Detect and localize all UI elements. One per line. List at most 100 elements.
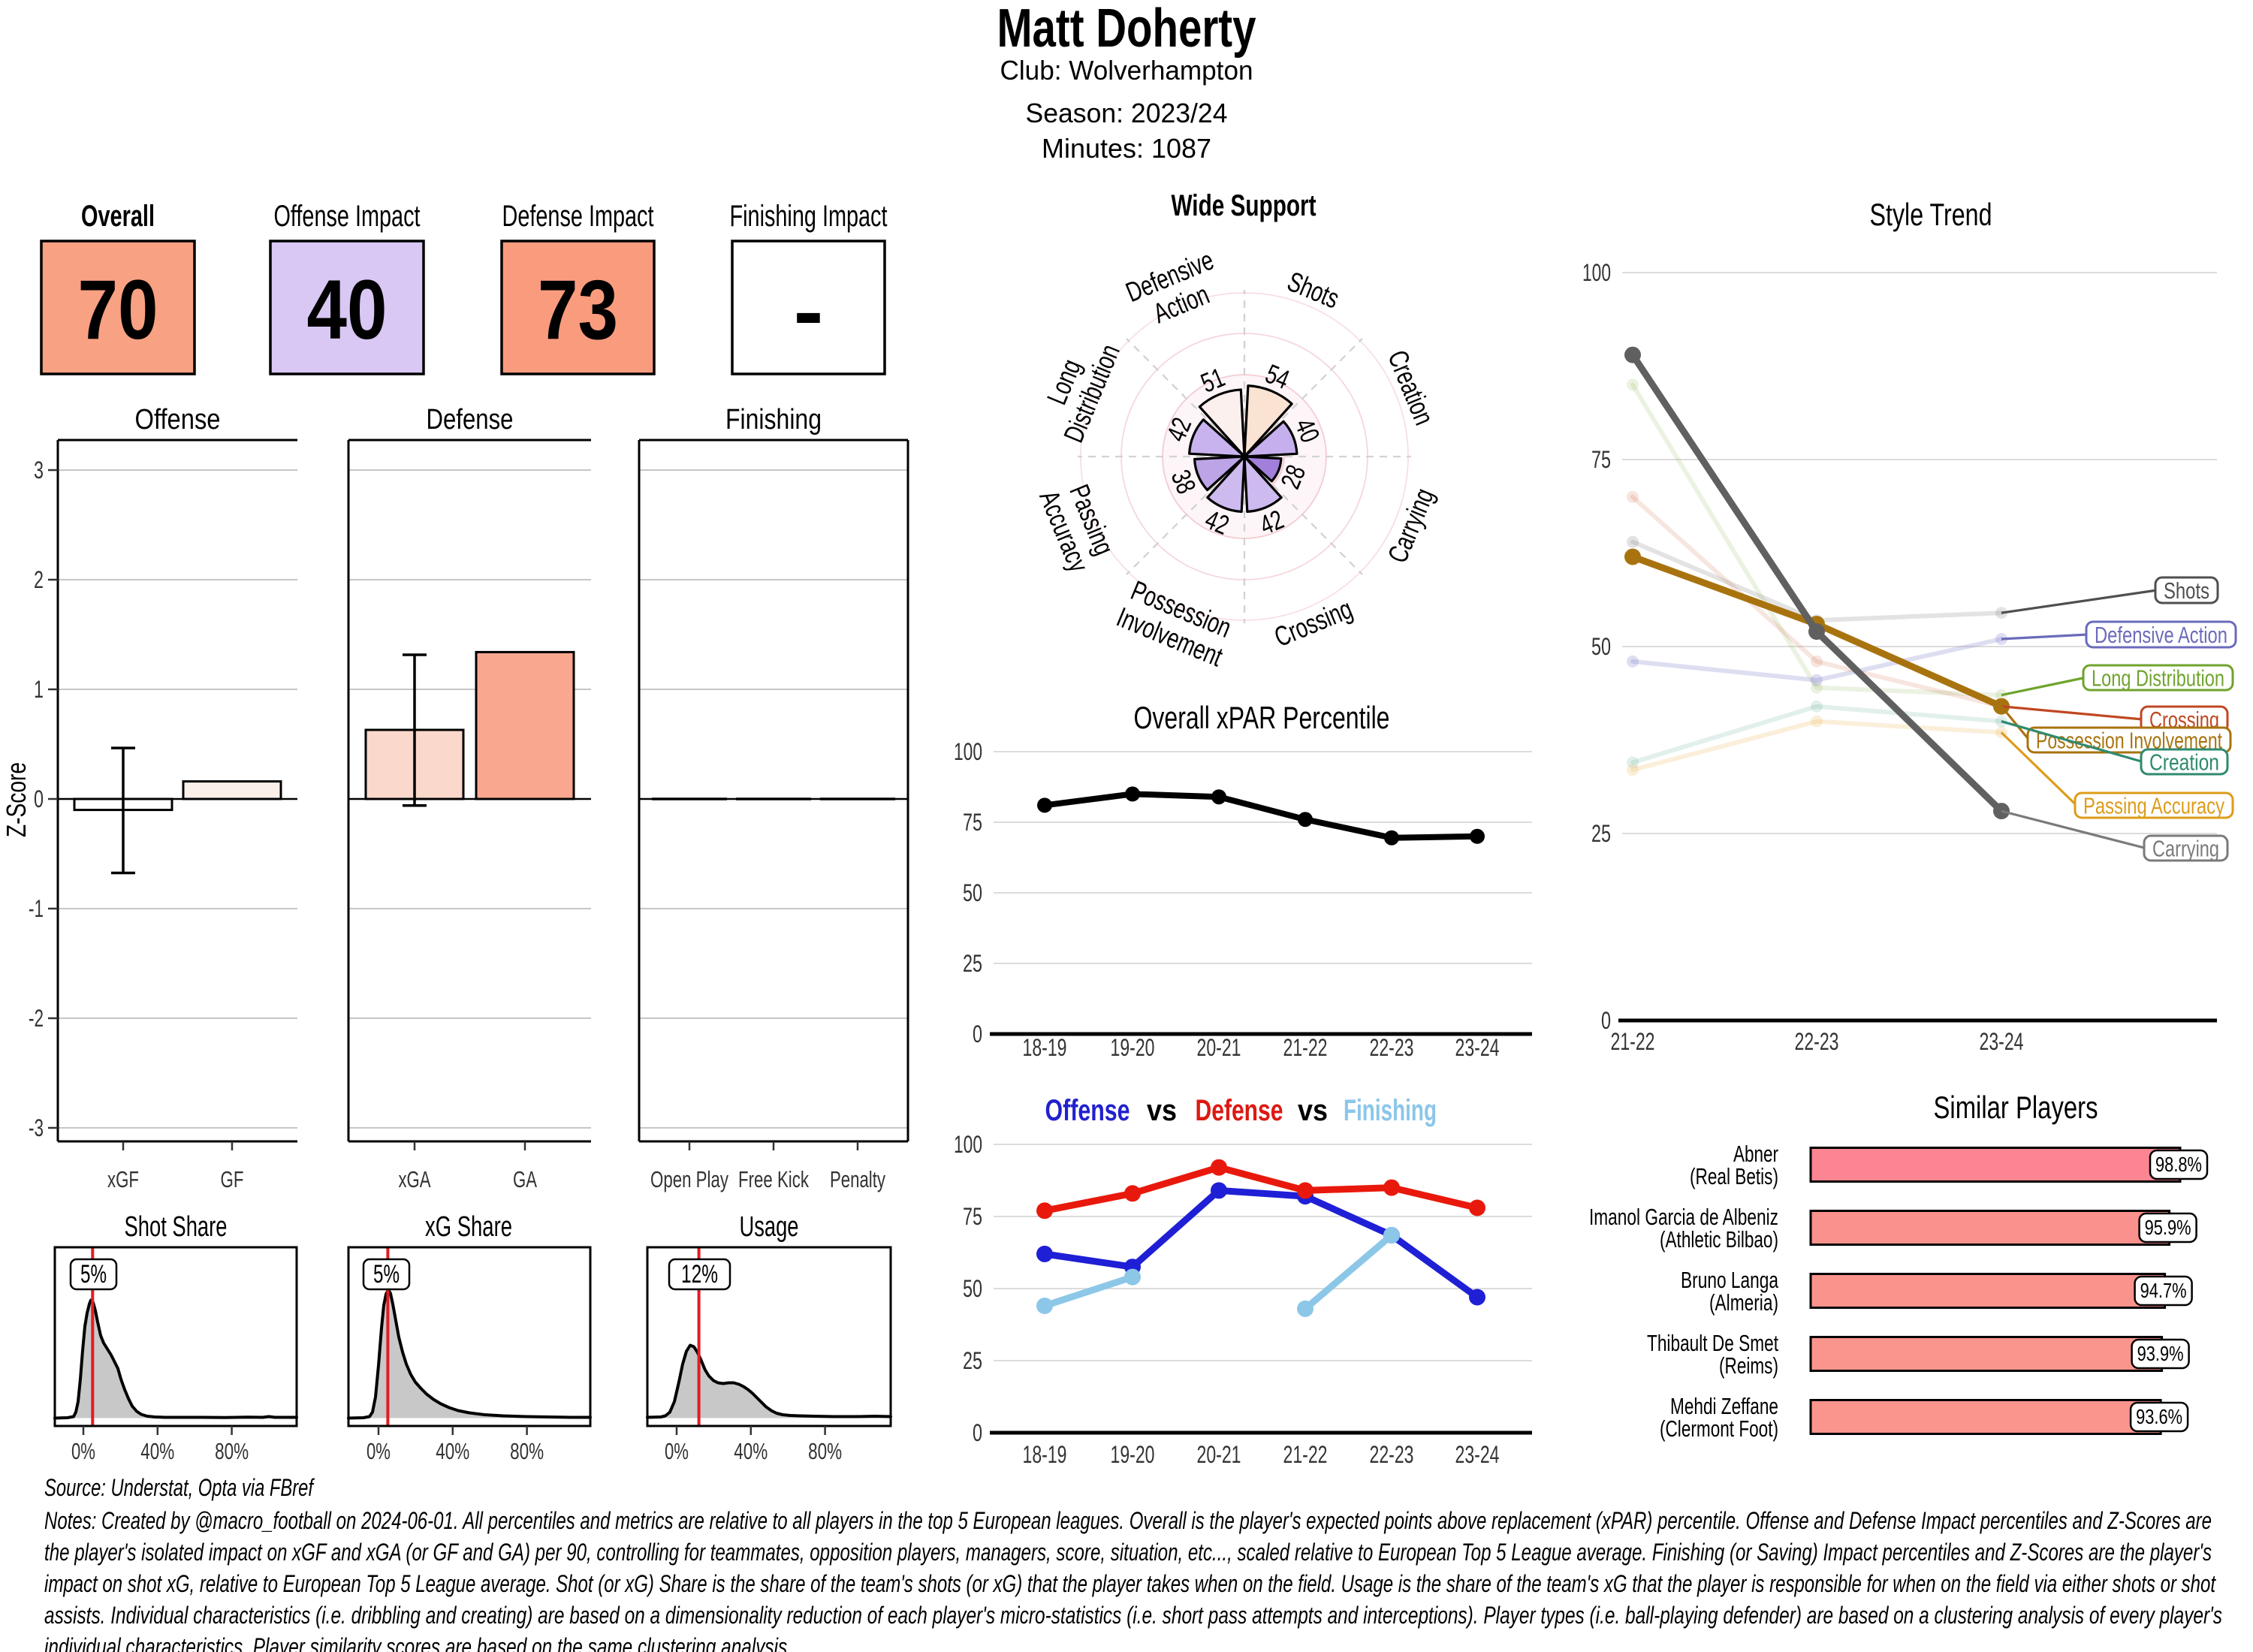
svg-text:80%: 80%	[215, 1438, 249, 1464]
svg-text:0: 0	[34, 785, 44, 812]
svg-text:75: 75	[963, 809, 982, 836]
svg-text:18-19: 18-19	[1023, 1034, 1067, 1061]
svg-text:21-22: 21-22	[1283, 1034, 1328, 1061]
svg-text:0: 0	[973, 1419, 982, 1446]
svg-text:40%: 40%	[734, 1438, 768, 1464]
svg-text:Minutes: 1087: Minutes: 1087	[1042, 133, 1211, 164]
svg-text:50: 50	[963, 879, 982, 906]
svg-text:Club: Wolverhampton: Club: Wolverhampton	[1000, 55, 1253, 86]
svg-text:Similar Players: Similar Players	[1934, 1090, 2098, 1125]
svg-text:75: 75	[1591, 446, 1611, 473]
svg-text:0%: 0%	[665, 1438, 689, 1464]
svg-text:21-22: 21-22	[1283, 1441, 1328, 1468]
svg-text:vs: vs	[1298, 1094, 1328, 1127]
svg-text:Season: 2023/24: Season: 2023/24	[1026, 98, 1228, 128]
svg-text:25: 25	[1591, 820, 1611, 847]
svg-text:22-23: 22-23	[1795, 1028, 1839, 1055]
svg-text:Free Kick: Free Kick	[738, 1166, 809, 1192]
svg-text:vs: vs	[1147, 1094, 1177, 1127]
svg-text:Defense Impact: Defense Impact	[502, 200, 654, 233]
svg-text:-: -	[794, 265, 824, 357]
svg-text:assists. Individual characteri: assists. Individual characteristics (i.e…	[44, 1602, 2222, 1629]
svg-text:Source: Understat, Opta via FB: Source: Understat, Opta via FBref	[44, 1474, 315, 1501]
svg-text:Creation: Creation	[2149, 749, 2219, 776]
svg-text:Open Play: Open Play	[650, 1166, 728, 1192]
svg-text:0: 0	[973, 1020, 982, 1048]
svg-text:40%: 40%	[436, 1438, 469, 1464]
svg-text:Long Distribution: Long Distribution	[2092, 665, 2224, 692]
svg-text:individual characteristics. Pl: individual characteristics. Player simil…	[44, 1633, 792, 1652]
svg-text:Shots: Shots	[2164, 577, 2209, 604]
svg-text:Wide Support: Wide Support	[1172, 189, 1317, 222]
svg-text:98.8%: 98.8%	[2155, 1153, 2202, 1176]
svg-text:GF: GF	[221, 1166, 244, 1192]
svg-text:Offense: Offense	[1045, 1094, 1130, 1127]
svg-text:5%: 5%	[80, 1260, 107, 1289]
svg-text:1: 1	[34, 676, 44, 703]
svg-text:xG Share: xG Share	[425, 1211, 512, 1243]
svg-text:22-23: 22-23	[1370, 1034, 1414, 1061]
svg-text:75: 75	[963, 1203, 982, 1230]
svg-text:Finishing: Finishing	[1344, 1094, 1437, 1127]
svg-text:19-20: 19-20	[1111, 1034, 1155, 1061]
svg-text:Overall: Overall	[81, 200, 155, 233]
svg-text:21-22: 21-22	[1611, 1028, 1655, 1055]
svg-text:3: 3	[34, 457, 44, 484]
svg-text:18-19: 18-19	[1023, 1441, 1067, 1468]
svg-text:GA: GA	[513, 1166, 537, 1192]
svg-text:(Athletic Bilbao): (Athletic Bilbao)	[1660, 1226, 1778, 1253]
svg-text:100: 100	[1582, 259, 1611, 286]
svg-text:Bruno Langa: Bruno Langa	[1681, 1267, 1779, 1293]
svg-text:Carrying: Carrying	[2152, 836, 2219, 862]
svg-text:Shot Share: Shot Share	[125, 1211, 228, 1243]
svg-text:0%: 0%	[71, 1438, 95, 1464]
svg-text:2: 2	[34, 566, 44, 593]
svg-text:100: 100	[954, 1131, 982, 1158]
svg-text:Style Trend: Style Trend	[1870, 197, 1992, 232]
svg-text:Defense: Defense	[1196, 1094, 1283, 1127]
svg-text:Passing Accuracy: Passing Accuracy	[2083, 793, 2224, 819]
svg-text:Defensive Action: Defensive Action	[2095, 622, 2227, 648]
svg-text:Finishing Impact: Finishing Impact	[730, 200, 888, 233]
svg-text:70: 70	[78, 263, 158, 357]
svg-text:xGF: xGF	[107, 1166, 139, 1192]
svg-text:20-21: 20-21	[1197, 1441, 1241, 1468]
svg-text:-2: -2	[29, 1005, 44, 1032]
svg-text:80%: 80%	[510, 1438, 544, 1464]
svg-text:Z-Score: Z-Score	[1, 762, 32, 837]
svg-text:Overall xPAR Percentile: Overall xPAR Percentile	[1134, 700, 1390, 735]
svg-text:22-23: 22-23	[1370, 1441, 1414, 1468]
svg-text:80%: 80%	[808, 1438, 842, 1464]
svg-text:95.9%: 95.9%	[2145, 1216, 2191, 1239]
svg-text:Imanol Garcia de Albeniz: Imanol Garcia de Albeniz	[1589, 1204, 1778, 1230]
svg-text:-3: -3	[29, 1114, 44, 1141]
svg-text:40%: 40%	[140, 1438, 174, 1464]
svg-text:Offense Impact: Offense Impact	[274, 200, 421, 233]
svg-text:93.9%: 93.9%	[2137, 1342, 2184, 1365]
svg-text:Finishing: Finishing	[725, 404, 822, 436]
svg-text:12%: 12%	[681, 1260, 718, 1289]
svg-text:Abner: Abner	[1733, 1141, 1778, 1167]
svg-text:50: 50	[1591, 633, 1611, 660]
svg-text:73: 73	[538, 263, 618, 357]
svg-text:23-24: 23-24	[1455, 1034, 1500, 1061]
svg-text:19-20: 19-20	[1111, 1441, 1155, 1468]
svg-text:25: 25	[963, 950, 982, 977]
svg-text:0%: 0%	[366, 1438, 391, 1464]
svg-text:5%: 5%	[373, 1260, 400, 1289]
svg-text:Offense: Offense	[135, 404, 221, 436]
svg-text:Defense: Defense	[427, 404, 514, 436]
svg-text:Matt Doherty: Matt Doherty	[997, 0, 1256, 59]
svg-text:25: 25	[963, 1347, 982, 1374]
svg-text:(Almeria): (Almeria)	[1709, 1289, 1778, 1316]
svg-text:23-24: 23-24	[1980, 1028, 2024, 1055]
svg-text:0: 0	[1601, 1007, 1611, 1034]
svg-text:Notes: Created by @macro_footb: Notes: Created by @macro_football on 202…	[44, 1507, 2212, 1534]
svg-text:Thibault De Smet: Thibault De Smet	[1647, 1330, 1778, 1356]
svg-text:(Real Betis): (Real Betis)	[1690, 1163, 1778, 1189]
svg-text:(Clermont Foot): (Clermont Foot)	[1660, 1415, 1778, 1442]
svg-text:93.6%: 93.6%	[2136, 1405, 2182, 1428]
svg-text:94.7%: 94.7%	[2140, 1279, 2187, 1302]
svg-text:50: 50	[963, 1275, 982, 1302]
svg-text:20-21: 20-21	[1197, 1034, 1241, 1061]
